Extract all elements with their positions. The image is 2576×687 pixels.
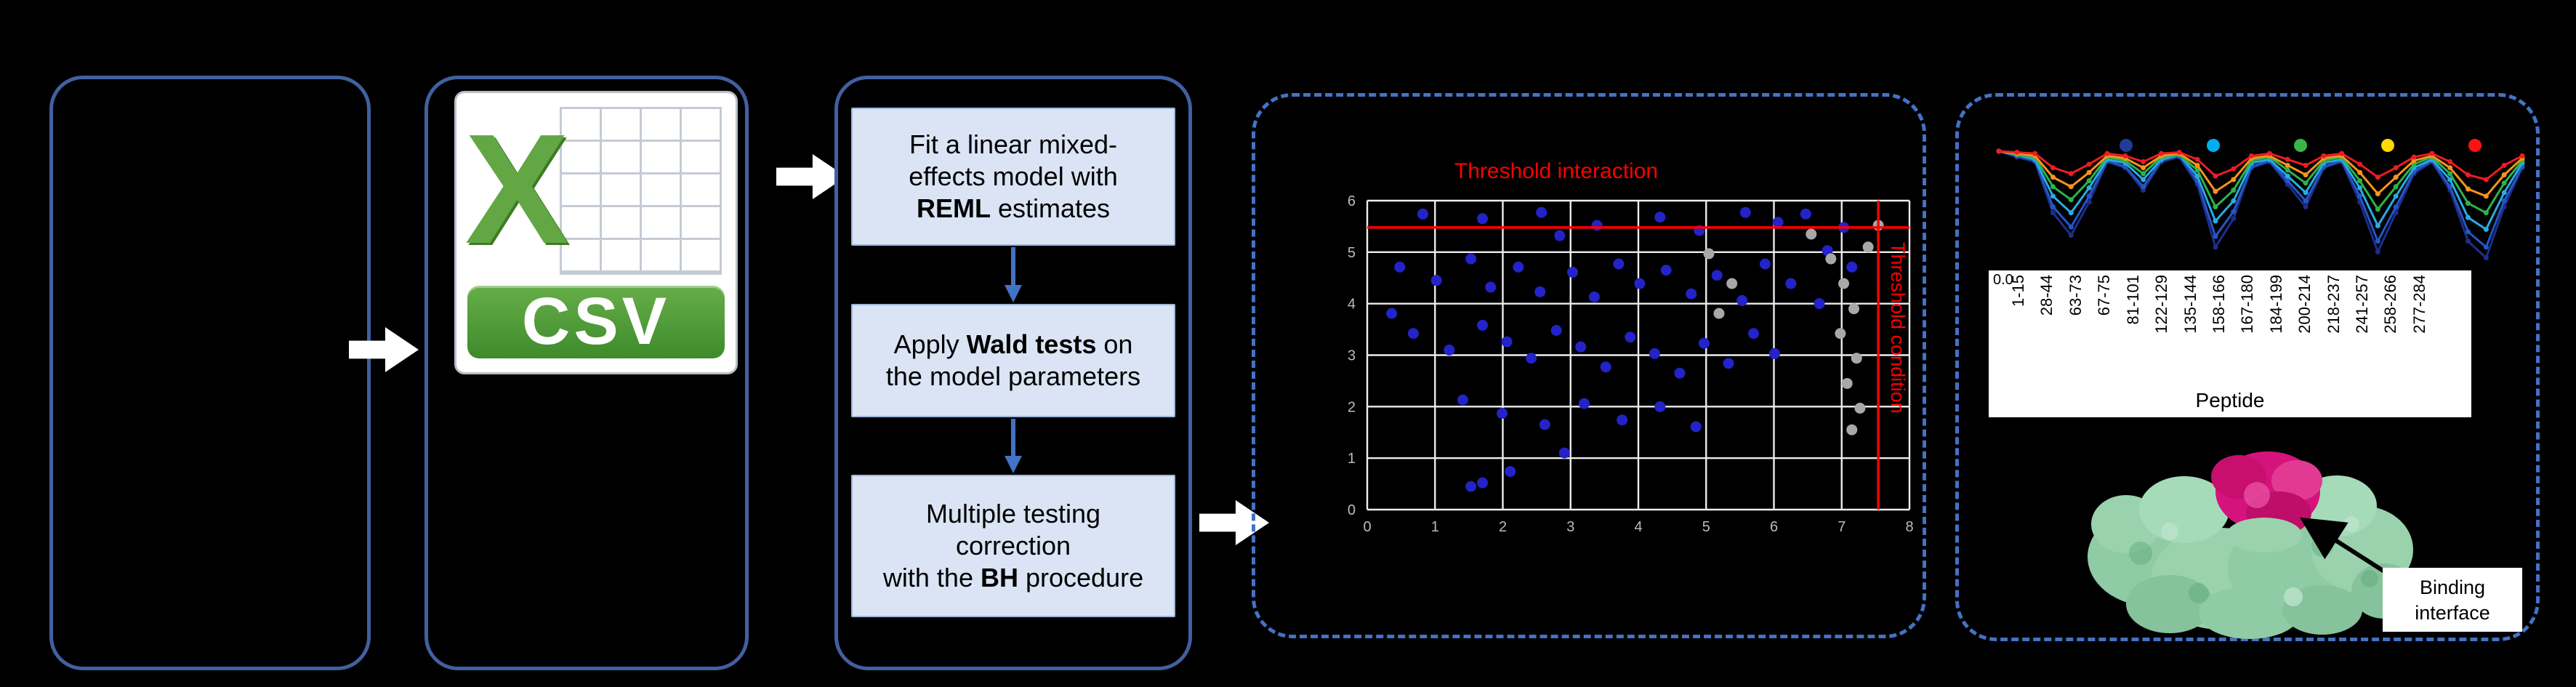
- deuterium-uptake-chart: [1996, 148, 2525, 261]
- csv-page: X CSV: [454, 91, 738, 374]
- step-bh-text: Multiple testing correction with the BH pr…: [883, 498, 1143, 594]
- step-wald: Apply Wald tests on the model parameters: [851, 304, 1175, 417]
- scatter-points-gray-points: [1703, 220, 1884, 435]
- scatter-result-panel: 0 1 2 3 4 5 6 7 8 0 1 2 3 4 5 6 Threshold interaction T…: [1252, 93, 1926, 638]
- timepoint-legend-dot: [2294, 139, 2307, 152]
- excel-x-logo: X: [464, 100, 569, 276]
- step-reml-text: Fit a linear mixed-effects model with REM…: [909, 129, 1117, 225]
- peptide-tick-label: 81-101: [2123, 275, 2142, 325]
- svg-text:1: 1: [1348, 451, 1356, 467]
- binding-interface-label: Binding interface: [2383, 568, 2522, 632]
- peptide-tick-label: 158-166: [2209, 275, 2228, 334]
- timepoint-legend-dot: [2207, 139, 2220, 152]
- csv-box: X CSV: [424, 76, 749, 670]
- timepoint-legend-dot: [2468, 139, 2482, 152]
- peptide-tick-label: 63-73: [2066, 275, 2085, 316]
- peptide-tick-label: 1-15: [2009, 275, 2027, 308]
- threshold-interaction-label: Threshold interaction: [1454, 159, 1659, 183]
- down-arrow-icon: [1005, 247, 1022, 302]
- timepoint-legend-dot: [2381, 139, 2394, 152]
- peptide-tick-label: 184-199: [2266, 275, 2285, 334]
- timepoint-legend-dot: [2120, 139, 2133, 152]
- step-text-segment: with the: [882, 562, 981, 592]
- svg-text:5: 5: [1348, 245, 1356, 261]
- svg-text:8: 8: [1905, 519, 1913, 535]
- peptide-tick-label: 241-257: [2353, 275, 2372, 334]
- step-text-segment: Multiple testing: [925, 499, 1101, 529]
- peptide-axis-title: Peptide: [2195, 389, 2265, 411]
- csv-label: CSV: [521, 284, 671, 359]
- binding-label-line2: interface: [2415, 602, 2490, 624]
- csv-file-icon: X CSV: [454, 91, 738, 374]
- svg-text:4: 4: [1634, 519, 1642, 535]
- step-text-segment: the model parameters: [885, 361, 1141, 391]
- step-text-segment: Fit a linear mixed-: [909, 129, 1118, 160]
- step-text-segment: BH: [980, 562, 1018, 592]
- svg-text:2: 2: [1348, 399, 1356, 415]
- step-wald-text: Apply Wald tests on the model parameters: [886, 329, 1140, 393]
- binding-label-line1: Binding: [2419, 576, 2486, 598]
- down-arrow-icon: [1005, 419, 1022, 473]
- step-text-segment: Apply: [893, 329, 967, 360]
- step-reml: Fit a linear mixed-effects model with REM…: [851, 108, 1175, 246]
- step-text-segment: REML: [916, 193, 991, 223]
- axis-tick-labels: 0 1 2 3 4 5 6 7 8 0 1 2 3 4 5 6: [1348, 193, 1914, 535]
- svg-text:4: 4: [1348, 297, 1356, 313]
- scatter-points-blue-points: [1386, 206, 1858, 492]
- timepoint-legend: [1959, 97, 2536, 638]
- step-text-segment: on: [1096, 329, 1133, 360]
- results-panel: 0.0 1-15 28-44 63-73 67-75 81-101 122-129 135-…: [1955, 93, 2540, 641]
- peptide-tick-label: 135-144: [2181, 275, 2199, 334]
- threshold-lines: [1367, 201, 1909, 510]
- svg-text:2: 2: [1499, 519, 1507, 535]
- step-text-segment: Wald tests: [966, 329, 1097, 360]
- binding-interface-region: [2211, 451, 2322, 553]
- step-text-segment: procedure: [1018, 562, 1144, 592]
- uptake-series-timepoint-red: [1996, 148, 2525, 182]
- peptide-tick-label: 167-180: [2238, 275, 2257, 334]
- uptake-series-timepoint-orange: [1996, 148, 2525, 199]
- svg-text:0: 0: [1348, 502, 1356, 518]
- svg-text:6: 6: [1770, 519, 1778, 535]
- y-axis-tick-label: 0.0: [1993, 272, 2013, 288]
- step-text-segment: effects model with: [909, 161, 1118, 192]
- svg-text:3: 3: [1566, 519, 1574, 535]
- peptide-tick-label: 28-44: [2037, 275, 2056, 316]
- step-bh: Multiple testing correction with the BH pr…: [851, 475, 1175, 617]
- svg-text:3: 3: [1348, 348, 1356, 364]
- spreadsheet-grid: [560, 107, 722, 275]
- svg-text:5: 5: [1702, 519, 1710, 535]
- threshold-condition-label: Threshold condition: [1887, 242, 1909, 414]
- svg-text:7: 7: [1838, 519, 1846, 535]
- peptide-tick-label: 67-75: [2095, 275, 2114, 316]
- input-box: [49, 76, 371, 670]
- svg-text:0: 0: [1363, 519, 1371, 535]
- step-text-segment: correction: [955, 531, 1071, 561]
- protein-structure-image: [2088, 451, 2417, 639]
- svg-text:6: 6: [1348, 193, 1356, 209]
- peptide-tick-label: 200-214: [2295, 275, 2314, 334]
- volcano-scatter-plot: 0 1 2 3 4 5 6 7 8 0 1 2 3 4 5 6: [1348, 193, 1914, 535]
- peptide-tick-label: 218-237: [2324, 275, 2343, 334]
- peptide-tick-label: 258-266: [2381, 275, 2400, 334]
- csv-banner: CSV: [467, 284, 725, 359]
- svg-text:1: 1: [1431, 519, 1439, 535]
- peptide-tick-label: 277-284: [2410, 275, 2428, 334]
- peptide-tick-label: 122-129: [2152, 275, 2171, 334]
- peptide-tick-labels: 1-15 28-44 63-73 67-75 81-101 122-129 135-144 1…: [1989, 275, 2471, 385]
- peptide-axis-panel: 0.0 1-15 28-44 63-73 67-75 81-101 122-129 135-…: [1989, 270, 2471, 417]
- step-text-segment: estimates: [990, 193, 1111, 223]
